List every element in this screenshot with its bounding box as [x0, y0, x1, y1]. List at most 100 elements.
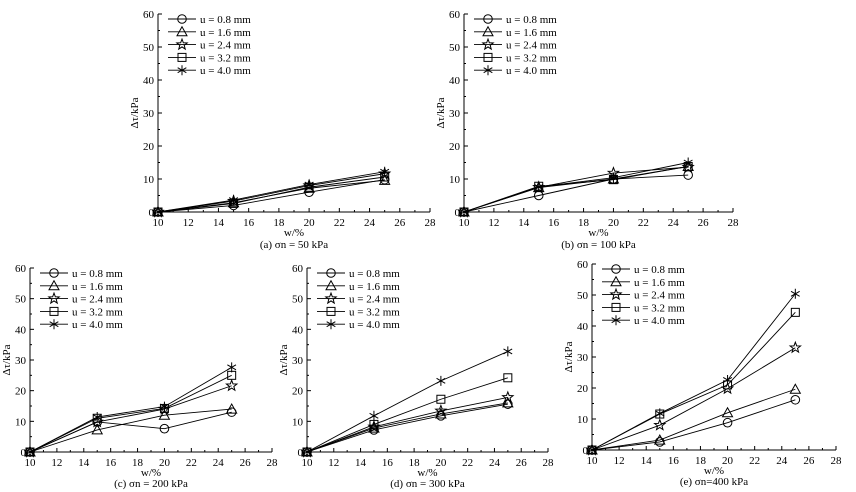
data-point-asterisk — [790, 288, 800, 299]
x-tick-label: 14 — [518, 217, 530, 229]
y-tick-label: 0 — [21, 447, 27, 459]
y-axis-label: Δτ/kPa — [129, 97, 141, 128]
y-tick-label: 10 — [577, 414, 589, 426]
series-line — [157, 171, 385, 213]
x-tick-label: 22 — [638, 217, 649, 229]
legend-label: u = 1.6 mm — [506, 27, 557, 39]
x-tick-label: 10 — [302, 457, 314, 469]
x-tick-label: 24 — [776, 455, 788, 467]
x-tick-label: 28 — [543, 457, 555, 469]
legend-marker-triangle — [325, 279, 337, 291]
legend-marker-square — [177, 52, 187, 62]
series-line — [29, 411, 232, 453]
chart-panel-3: 10 12 14 16 18 20 22 24 26 280102030405060w/%Δτ/k… — [1, 263, 278, 490]
data-point-asterisk — [608, 172, 619, 183]
panel-caption: (b) σn = 100 kPa — [561, 239, 636, 251]
legend-marker-circle — [483, 14, 493, 24]
data-point-asterisk — [153, 207, 163, 217]
x-tick-label: 16 — [382, 457, 394, 469]
legend-label: u = 0.8 mm — [506, 14, 557, 26]
y-axis-label: Δτ/kPa — [563, 341, 575, 372]
y-tick-label: 10 — [15, 416, 27, 428]
legend-marker-asterisk — [49, 319, 59, 330]
data-point-triangle — [607, 172, 620, 184]
x-tick-label: 12 — [183, 217, 194, 229]
x-tick-label: 18 — [578, 217, 590, 229]
x-tick-label: 24 — [668, 217, 680, 229]
legend-label: u = 2.4 mm — [506, 40, 557, 52]
series-triangle — [586, 383, 802, 455]
series-line — [591, 347, 796, 451]
series-line — [29, 366, 232, 453]
data-point-star — [788, 340, 802, 354]
series-triangle — [301, 396, 514, 457]
y-tick-label: 40 — [143, 75, 155, 87]
y-axis-label: Δτ/kPa — [435, 97, 447, 128]
x-tick-label: 22 — [462, 457, 473, 469]
x-tick-label: 26 — [803, 455, 815, 467]
series-square — [302, 373, 513, 457]
series-asterisk — [587, 288, 800, 455]
data-point-asterisk — [25, 447, 35, 457]
x-tick-label: 20 — [722, 455, 734, 467]
y-tick-label: 10 — [292, 416, 304, 428]
x-tick-label: 10 — [153, 217, 165, 229]
legend-label: u = 3.2 mm — [349, 306, 400, 318]
panel-caption: (e) σn=400 kPa — [680, 476, 748, 488]
legend: u = 0.8 mmu = 1.6 mmu = 2.4 mmu = 3.2 mm… — [602, 264, 685, 327]
x-tick-label: 20 — [608, 217, 620, 229]
data-point-circle — [790, 394, 801, 405]
x-tick-label: 20 — [304, 217, 316, 229]
y-tick-label: 40 — [449, 75, 461, 87]
series-line — [306, 402, 508, 453]
data-point-asterisk — [380, 166, 390, 177]
x-tick-label: 18 — [132, 457, 144, 469]
y-tick-label: 0 — [455, 207, 461, 219]
y-tick-label: 0 — [298, 447, 304, 459]
x-tick-label: 10 — [25, 457, 37, 469]
legend: u = 0.8 mmu = 1.6 mmu = 2.4 mmu = 3.2 mm… — [317, 268, 400, 331]
x-axis-label: w/% — [141, 467, 161, 479]
y-axis-label: Δτ/kPa — [278, 344, 290, 375]
x-tick-label: 18 — [695, 455, 707, 467]
y-tick-label: 10 — [143, 174, 155, 186]
series-line — [463, 174, 689, 213]
series-circle — [302, 399, 513, 457]
y-tick-label: 60 — [577, 259, 589, 271]
x-tick-label: 14 — [78, 457, 90, 469]
legend-label: u = 4.0 mm — [72, 319, 123, 331]
x-tick-label: 12 — [328, 457, 339, 469]
legend-label: u = 4.0 mm — [506, 65, 557, 77]
data-point-triangle — [721, 406, 734, 418]
data-point-asterisk — [587, 445, 597, 455]
data-point-star — [501, 390, 515, 404]
x-tick-label: 28 — [267, 457, 279, 469]
series-line — [157, 176, 385, 213]
data-point-star — [434, 403, 448, 417]
y-tick-label: 20 — [15, 386, 27, 398]
data-point-asterisk — [459, 207, 469, 217]
legend-marker-star — [609, 287, 623, 301]
legend-label: u = 0.8 mm — [200, 14, 251, 26]
data-point-asterisk — [534, 181, 544, 192]
data-point-asterisk — [159, 401, 170, 412]
series-line — [306, 377, 508, 453]
data-point-asterisk — [722, 374, 733, 385]
series-line — [463, 166, 689, 213]
series-line — [591, 388, 796, 451]
series-line — [306, 350, 509, 453]
data-point-asterisk — [655, 408, 665, 419]
legend-label: u = 1.6 mm — [349, 281, 400, 293]
data-point-square — [436, 394, 446, 404]
data-point-triangle — [789, 383, 802, 394]
y-tick-label: 20 — [577, 383, 589, 395]
y-tick-label: 60 — [15, 263, 27, 275]
y-tick-label: 10 — [449, 174, 461, 186]
series-line — [463, 162, 689, 213]
x-tick-label: 28 — [728, 217, 740, 229]
legend-label: u = 0.8 mm — [72, 268, 123, 280]
chart-panel-4: 10 12 14 16 18 20 22 24 26 280102030405060w/%Δτ/k… — [278, 263, 554, 490]
y-tick-label: 30 — [449, 108, 461, 120]
data-point-triangle — [225, 403, 238, 414]
